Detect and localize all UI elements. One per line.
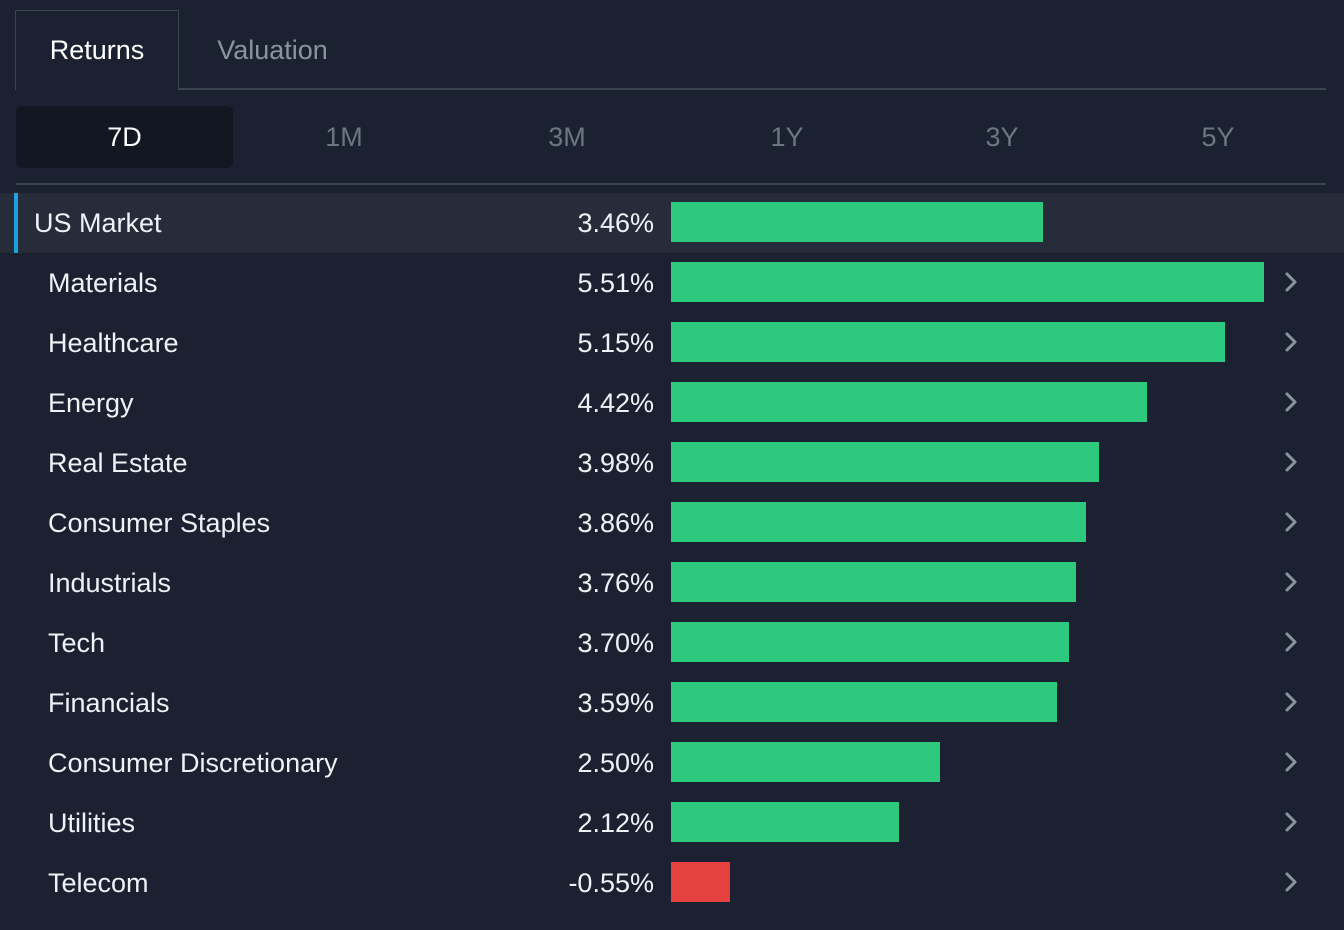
market-row: US Market 3.46% bbox=[0, 193, 1344, 253]
period-5y[interactable]: 5Y bbox=[1201, 121, 1235, 152]
period-7d[interactable]: 7D bbox=[16, 106, 233, 168]
period-3m[interactable]: 3M bbox=[548, 121, 586, 152]
sector-row[interactable]: Utilities 2.12% bbox=[0, 793, 1344, 853]
return-bar bbox=[671, 442, 1099, 482]
return-bar bbox=[671, 262, 1264, 302]
return-bar bbox=[671, 502, 1086, 542]
chevron-right-icon[interactable] bbox=[1280, 811, 1302, 833]
sector-row[interactable]: Energy 4.42% bbox=[0, 373, 1344, 433]
chevron-right-icon[interactable] bbox=[1280, 451, 1302, 473]
sector-row[interactable]: Healthcare 5.15% bbox=[0, 313, 1344, 373]
category-label: US Market bbox=[34, 208, 162, 238]
return-value-label: 3.59% bbox=[577, 688, 654, 718]
period-1y[interactable]: 1Y bbox=[770, 121, 804, 152]
return-bar bbox=[671, 622, 1069, 662]
sector-row[interactable]: Financials 3.59% bbox=[0, 673, 1344, 733]
period-1m[interactable]: 1M bbox=[325, 121, 363, 152]
return-value-label: 5.15% bbox=[577, 328, 654, 358]
sector-row[interactable]: Materials 5.51% bbox=[0, 253, 1344, 313]
return-value-label: 3.76% bbox=[577, 568, 654, 598]
category-label: Telecom bbox=[48, 868, 149, 898]
category-label: Real Estate bbox=[48, 448, 188, 478]
category-label: Utilities bbox=[48, 808, 136, 838]
return-value-label: 3.70% bbox=[577, 628, 654, 658]
category-label: Energy bbox=[48, 388, 134, 418]
return-value-label: 2.50% bbox=[577, 748, 654, 778]
sector-row[interactable]: Tech 3.70% bbox=[0, 613, 1344, 673]
period-3y[interactable]: 3Y bbox=[985, 121, 1019, 152]
chevron-right-icon[interactable] bbox=[1280, 511, 1302, 533]
return-bar bbox=[671, 322, 1225, 362]
sector-row[interactable]: Industrials 3.76% bbox=[0, 553, 1344, 613]
chevron-right-icon[interactable] bbox=[1280, 571, 1302, 593]
return-bar bbox=[671, 682, 1057, 722]
return-bar bbox=[671, 382, 1147, 422]
return-bar bbox=[671, 802, 899, 842]
chevron-right-icon[interactable] bbox=[1280, 691, 1302, 713]
chevron-right-icon[interactable] bbox=[1280, 331, 1302, 353]
divider bbox=[16, 183, 1326, 185]
chevron-right-icon[interactable] bbox=[1280, 391, 1302, 413]
return-bar bbox=[671, 742, 940, 782]
return-bar bbox=[671, 202, 1043, 242]
return-value-label: 4.42% bbox=[577, 388, 654, 418]
return-bar bbox=[671, 862, 730, 902]
chevron-right-icon[interactable] bbox=[1280, 871, 1302, 893]
sector-row[interactable]: Consumer Discretionary 2.50% bbox=[0, 733, 1344, 793]
sector-row[interactable]: Telecom -0.55% bbox=[0, 853, 1344, 913]
period-selector: 7D 1M 3M 1Y 3Y 5Y bbox=[16, 106, 1326, 168]
sector-row[interactable]: Consumer Staples 3.86% bbox=[0, 493, 1344, 553]
category-label: Materials bbox=[48, 268, 158, 298]
chevron-right-icon[interactable] bbox=[1280, 751, 1302, 773]
chevron-right-icon[interactable] bbox=[1280, 631, 1302, 653]
category-label: Consumer Staples bbox=[48, 508, 271, 538]
selected-row-indicator bbox=[14, 193, 18, 253]
return-value-label: 5.51% bbox=[577, 268, 654, 298]
sector-row[interactable]: Real Estate 3.98% bbox=[0, 433, 1344, 493]
return-bar bbox=[671, 562, 1076, 602]
tab-returns[interactable]: Returns bbox=[15, 10, 179, 90]
return-value-label: 3.46% bbox=[577, 208, 654, 238]
category-label: Industrials bbox=[48, 568, 172, 598]
return-value-label: 3.86% bbox=[577, 508, 654, 538]
chevron-right-icon[interactable] bbox=[1280, 271, 1302, 293]
return-value-label: -0.55% bbox=[568, 868, 654, 898]
category-label: Consumer Discretionary bbox=[48, 748, 338, 778]
return-value-label: 2.12% bbox=[577, 808, 654, 838]
category-label: Healthcare bbox=[48, 328, 179, 358]
category-label: Financials bbox=[48, 688, 170, 718]
category-label: Tech bbox=[48, 628, 106, 658]
tab-valuation[interactable]: Valuation bbox=[217, 34, 328, 65]
view-tabs: Returns Valuation bbox=[15, 10, 1326, 90]
return-value-label: 3.98% bbox=[577, 448, 654, 478]
